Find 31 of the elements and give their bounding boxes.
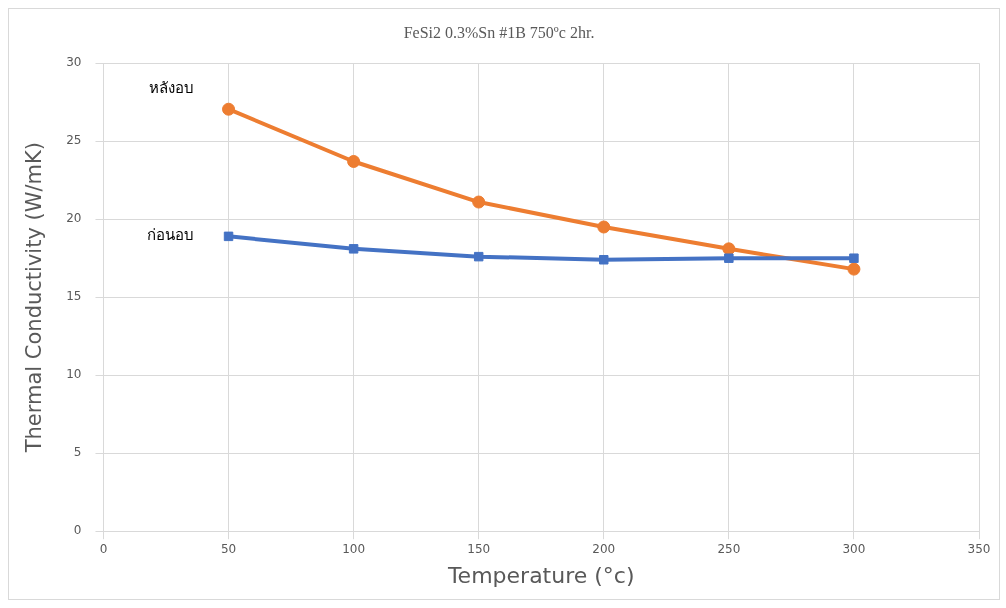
text: หลังอบ xyxy=(148,79,194,98)
x-tick-label: 100 xyxy=(342,541,366,556)
x-tick-label: 300 xyxy=(842,541,866,556)
x-tick-label: 150 xyxy=(467,541,491,556)
y-tick-label: 0 xyxy=(73,523,82,538)
point xyxy=(473,251,484,262)
x-tick-label: 350 xyxy=(967,541,991,556)
point xyxy=(849,253,859,263)
chart-title: FeSi2 0.3%Sn #1B 750ºc 2hr. xyxy=(403,23,595,41)
x-tick-label: 250 xyxy=(717,541,741,556)
y-tick-label: 10 xyxy=(66,367,82,382)
point xyxy=(847,262,861,276)
y-axis-title: Thermal Conductivity (W/mK) xyxy=(22,142,47,454)
point xyxy=(472,195,486,209)
point xyxy=(597,220,611,234)
point xyxy=(724,253,734,263)
point xyxy=(223,231,234,242)
y-tick-label: 15 xyxy=(66,289,82,304)
x-axis-title: Temperature (°c) xyxy=(446,562,635,588)
x-tick-label: 0 xyxy=(99,541,108,556)
point xyxy=(599,255,609,265)
y-tick-label: 20 xyxy=(66,211,82,226)
y-tick-label: 25 xyxy=(66,133,82,148)
y-tick-label: 5 xyxy=(73,445,82,460)
y-tick-label: 30 xyxy=(66,55,82,70)
text: ก่อนอบ xyxy=(146,226,194,245)
x-tick-label: 200 xyxy=(592,541,616,556)
point xyxy=(348,244,359,254)
point xyxy=(222,102,236,116)
point xyxy=(347,154,361,168)
x-tick-label: 50 xyxy=(220,541,237,556)
